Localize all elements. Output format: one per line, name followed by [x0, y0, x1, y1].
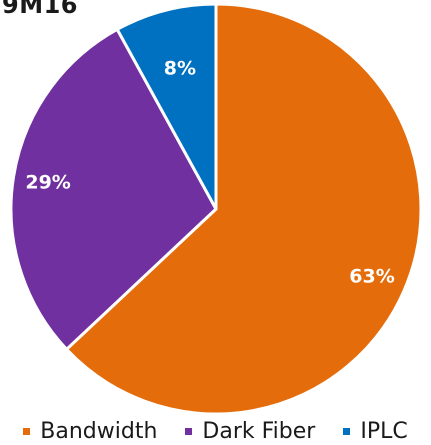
- legend-swatch-bandwidth: [23, 427, 31, 435]
- legend-label-bandwidth: Bandwidth: [40, 418, 158, 444]
- data-label-bandwidth: 63%: [349, 266, 394, 288]
- legend-item-dark-fiber: Dark Fiber: [185, 419, 315, 444]
- pie-slice-bandwidth: [65, 2, 423, 416]
- data-label-dark-fiber: 29%: [25, 171, 70, 193]
- pie-slice-iplc: [115, 2, 218, 211]
- legend-swatch-dark-fiber: [185, 427, 193, 435]
- legend-label-iplc: IPLC: [360, 418, 408, 444]
- pie-labels: 63% 29% 8%: [25, 58, 394, 288]
- data-label-iplc: 8%: [164, 58, 196, 80]
- legend-item-bandwidth: Bandwidth: [23, 419, 157, 444]
- legend: Bandwidth Dark Fiber IPLC: [0, 417, 431, 445]
- legend-item-iplc: IPLC: [343, 418, 408, 444]
- pie-slice-dark-fiber: [9, 27, 218, 351]
- pie-slices: [9, 2, 423, 416]
- chart-title: 9M16: [2, 0, 78, 19]
- legend-label-dark-fiber: Dark Fiber: [202, 418, 316, 444]
- legend-swatch-iplc: [343, 427, 351, 435]
- pie-chart: 63% 29% 8%: [9, 2, 423, 416]
